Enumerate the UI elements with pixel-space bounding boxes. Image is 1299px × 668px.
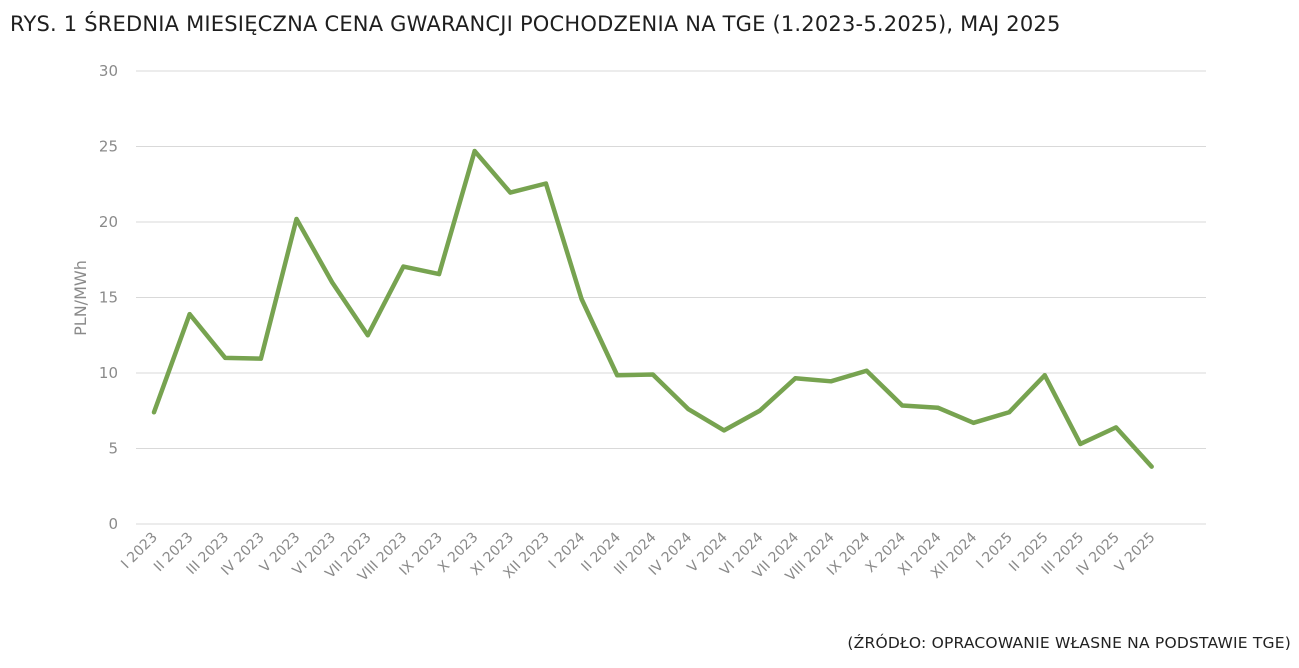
data-point — [1114, 425, 1119, 430]
x-tick-label: V 2025 — [1112, 530, 1158, 576]
y-axis-ticks: 0 5 10 15 20 25 30 — [99, 62, 118, 533]
data-point — [864, 368, 869, 373]
data-point — [1078, 441, 1083, 446]
chart-title: RYS. 1 ŚREDNIA MIESIĘCZNA CENA GWARANCJI… — [10, 12, 1061, 36]
data-point — [686, 407, 691, 412]
data-point — [579, 297, 584, 302]
series-layer — [151, 148, 1154, 469]
data-point — [1042, 373, 1047, 378]
data-point — [900, 403, 905, 408]
data-point — [401, 264, 406, 269]
data-point — [650, 372, 655, 377]
data-point — [508, 190, 513, 195]
data-point — [258, 356, 263, 361]
y-tick-label: 20 — [99, 213, 118, 231]
data-point — [757, 408, 762, 413]
data-point — [437, 272, 442, 277]
data-point — [543, 181, 548, 186]
data-point — [152, 410, 156, 415]
y-tick-label: 5 — [108, 440, 118, 458]
data-point — [330, 280, 335, 285]
data-point — [472, 149, 477, 154]
source-note: (ŹRÓDŁO: OPRACOWANIE WŁASNE NA PODSTAWIE… — [847, 634, 1291, 652]
data-point — [722, 428, 727, 433]
data-point — [615, 373, 620, 378]
y-axis-label: PLN/MWh — [71, 260, 90, 336]
data-point — [223, 355, 228, 360]
y-tick-label: 15 — [99, 289, 118, 307]
data-point — [1007, 410, 1012, 415]
data-point — [365, 333, 370, 338]
data-point — [935, 405, 940, 410]
data-point — [187, 312, 192, 317]
data-point — [971, 420, 976, 425]
data-point — [793, 376, 798, 381]
data-point — [294, 216, 299, 221]
gridlines — [136, 70, 1206, 525]
y-tick-label: 0 — [108, 515, 118, 533]
series-line-0 — [151, 148, 1154, 469]
data-point — [828, 379, 833, 384]
y-tick-label: 30 — [99, 62, 118, 80]
y-tick-label: 25 — [99, 138, 118, 156]
y-tick-label: 10 — [99, 364, 118, 382]
data-point — [1149, 464, 1154, 469]
